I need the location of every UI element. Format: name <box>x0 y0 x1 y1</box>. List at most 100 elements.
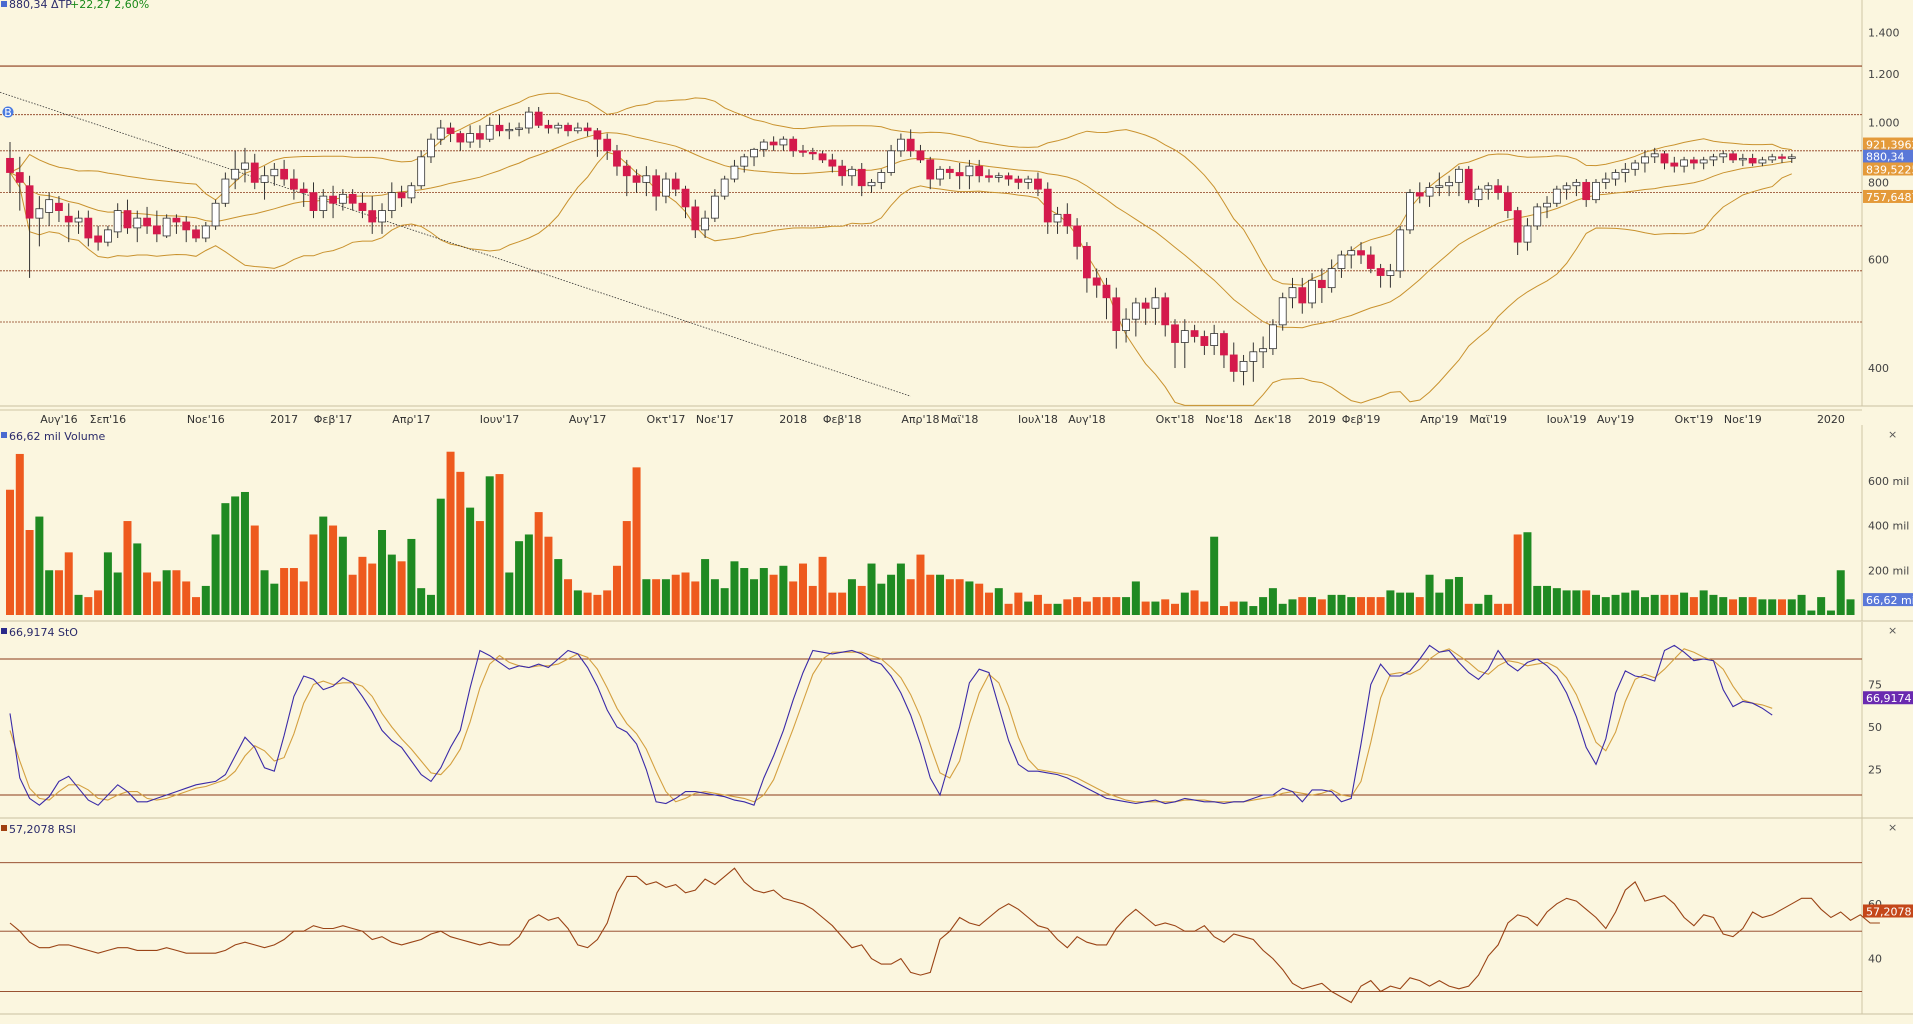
candle <box>701 217 709 231</box>
volume-bar <box>1631 590 1640 615</box>
volume-bar <box>779 565 788 615</box>
volume-bar <box>1454 576 1463 615</box>
candle <box>945 168 954 173</box>
volume-bar <box>192 597 201 615</box>
candle <box>1220 333 1228 356</box>
volume-bar <box>808 585 817 615</box>
x-tick-label: Νοε'19 <box>1724 413 1762 426</box>
volume-bar <box>1210 536 1219 615</box>
volume-bar <box>1249 606 1258 615</box>
volume-bar <box>436 498 445 615</box>
x-tick-label: Μαϊ'18 <box>941 413 979 426</box>
candle <box>1024 178 1033 183</box>
candle <box>720 178 729 197</box>
volume-bar <box>1562 590 1571 615</box>
volume-bar <box>475 521 484 615</box>
candle <box>378 210 386 223</box>
x-tick-label: Ιουν'17 <box>480 413 520 426</box>
candle <box>1729 153 1737 161</box>
candle <box>338 193 347 204</box>
stoch-close-button[interactable]: × <box>1888 624 1897 637</box>
badge-volume: 66,62 mil <box>1866 594 1913 607</box>
candle <box>906 138 915 152</box>
candle <box>1092 277 1101 286</box>
candle <box>1327 268 1336 289</box>
volume-bar <box>1621 592 1630 615</box>
volume-bar <box>123 521 132 615</box>
candle <box>564 124 572 132</box>
badge-middle-band: 839,5225 <box>1866 163 1913 176</box>
candle <box>250 162 259 183</box>
candle <box>368 210 377 223</box>
volume-bar <box>1033 594 1042 615</box>
candle <box>1122 318 1130 331</box>
candle <box>1631 162 1640 170</box>
candle <box>1288 287 1297 299</box>
volume-bar <box>1464 603 1473 615</box>
candle <box>1112 297 1121 331</box>
candle <box>1308 279 1316 304</box>
candle <box>955 172 964 177</box>
volume-bar <box>583 592 592 615</box>
candle <box>1151 297 1160 309</box>
candle <box>1200 336 1209 346</box>
volume-bar <box>1268 588 1277 615</box>
volume-bar <box>798 563 807 615</box>
event-marker-icon[interactable] <box>2 106 14 118</box>
volume-bar <box>1229 601 1238 615</box>
candle <box>534 111 543 126</box>
volume-close-button[interactable]: × <box>1888 428 1897 441</box>
badge-lower-band: 757,6487 <box>1866 191 1913 204</box>
x-tick-label: Νοε'17 <box>696 413 734 426</box>
volume-bar <box>133 543 142 615</box>
volume-bar <box>1817 597 1826 615</box>
candle <box>1376 268 1385 276</box>
price-panel: 400 600 800 1.000 1.200 1.400 Αυγ'16 Σεπ'16 Νοε'… <box>0 0 1913 426</box>
volume-bar <box>1298 597 1307 615</box>
stoch-y-tick-label: 75 <box>1868 679 1882 692</box>
candle <box>1562 185 1571 190</box>
badge-rsi: 57,2078 <box>1866 905 1912 918</box>
volume-bar <box>426 594 435 615</box>
candle <box>848 168 856 177</box>
candle <box>1680 159 1688 167</box>
x-tick-label: Αυγ'18 <box>1068 413 1105 426</box>
x-tick-label: 2019 <box>1308 413 1336 426</box>
volume-bar <box>35 516 44 615</box>
candle <box>211 202 220 227</box>
candle <box>1533 206 1542 227</box>
volume-bar <box>113 572 122 615</box>
candle <box>6 157 14 173</box>
volume-bar <box>857 585 866 615</box>
candle <box>1601 178 1610 183</box>
volume-bar <box>524 534 533 615</box>
candle <box>260 175 269 183</box>
volume-bar <box>348 574 357 615</box>
volume-bar <box>1445 579 1454 615</box>
candle <box>241 162 249 170</box>
volume-bar <box>1719 597 1728 615</box>
volume-bar <box>1494 603 1503 615</box>
candle <box>1386 270 1395 276</box>
stoch-legend-marker <box>1 628 7 634</box>
candle <box>1464 168 1473 201</box>
candle <box>1543 202 1551 208</box>
volume-bar <box>1219 606 1228 615</box>
volume-bar <box>1591 594 1600 615</box>
volume-bar <box>240 491 249 615</box>
candle <box>152 225 161 235</box>
volume-bar <box>94 590 103 615</box>
volume-bar <box>64 552 73 615</box>
candle <box>15 172 24 183</box>
volume-bar <box>1425 574 1434 615</box>
candle <box>123 210 132 229</box>
volume-bar <box>1308 597 1317 615</box>
rsi-legend-marker <box>1 825 7 831</box>
volume-bar <box>906 579 915 615</box>
candle <box>358 202 367 211</box>
candle <box>436 127 445 140</box>
volume-bar <box>916 554 925 615</box>
x-tick-label: Αυγ'17 <box>569 413 606 426</box>
rsi-close-button[interactable]: × <box>1888 821 1897 834</box>
